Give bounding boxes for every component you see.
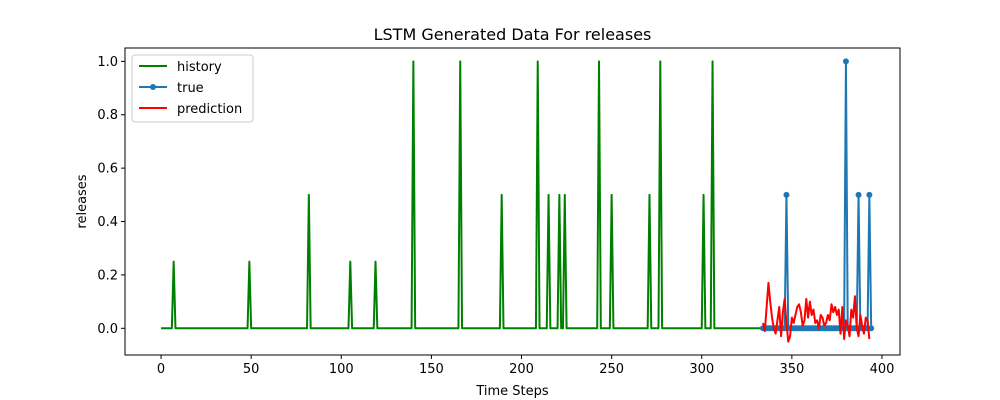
y-tick-label: 0.6 bbox=[97, 162, 118, 177]
x-axis-ticks: 0 50 100 150 200 250 300 350 400 bbox=[157, 355, 894, 377]
series-point-true bbox=[842, 58, 849, 65]
legend: history true prediction bbox=[131, 54, 254, 123]
x-tick-label: 300 bbox=[689, 362, 714, 377]
y-axis-ticks: 0.0 0.2 0.4 0.6 0.8 1.0 bbox=[97, 55, 125, 337]
y-tick-label: 1.0 bbox=[97, 55, 118, 70]
series-point-true bbox=[783, 191, 790, 198]
x-tick-label: 0 bbox=[157, 362, 165, 377]
y-tick-label: 0.2 bbox=[97, 268, 118, 283]
x-tick-label: 350 bbox=[779, 362, 804, 377]
y-tick-label: 0.0 bbox=[97, 322, 118, 337]
legend-history-label: history bbox=[177, 60, 222, 75]
series-line-prediction bbox=[762, 281, 871, 343]
legend-box bbox=[131, 54, 254, 123]
x-axis-label: Time Steps bbox=[475, 384, 549, 399]
series-line-history bbox=[161, 60, 762, 330]
chart-title: LSTM Generated Data For releases bbox=[374, 25, 652, 44]
x-tick-label: 150 bbox=[419, 362, 444, 377]
plot-frame bbox=[124, 47, 901, 356]
legend-true-label: true bbox=[177, 81, 204, 96]
x-tick-label: 50 bbox=[243, 362, 260, 377]
y-axis-label: releases bbox=[75, 174, 90, 228]
x-tick-label: 200 bbox=[509, 362, 534, 377]
legend-true-marker bbox=[150, 84, 156, 90]
series-point-true bbox=[868, 325, 875, 332]
x-tick-label: 250 bbox=[599, 362, 624, 377]
x-tick-label: 100 bbox=[329, 362, 354, 377]
x-tick-label: 400 bbox=[870, 362, 895, 377]
legend-prediction-label: prediction bbox=[177, 102, 242, 117]
series-point-true bbox=[855, 191, 862, 198]
plot-lines bbox=[161, 58, 875, 343]
y-tick-label: 0.8 bbox=[97, 108, 118, 123]
series-point-true bbox=[866, 191, 873, 198]
y-tick-label: 0.4 bbox=[97, 215, 118, 230]
